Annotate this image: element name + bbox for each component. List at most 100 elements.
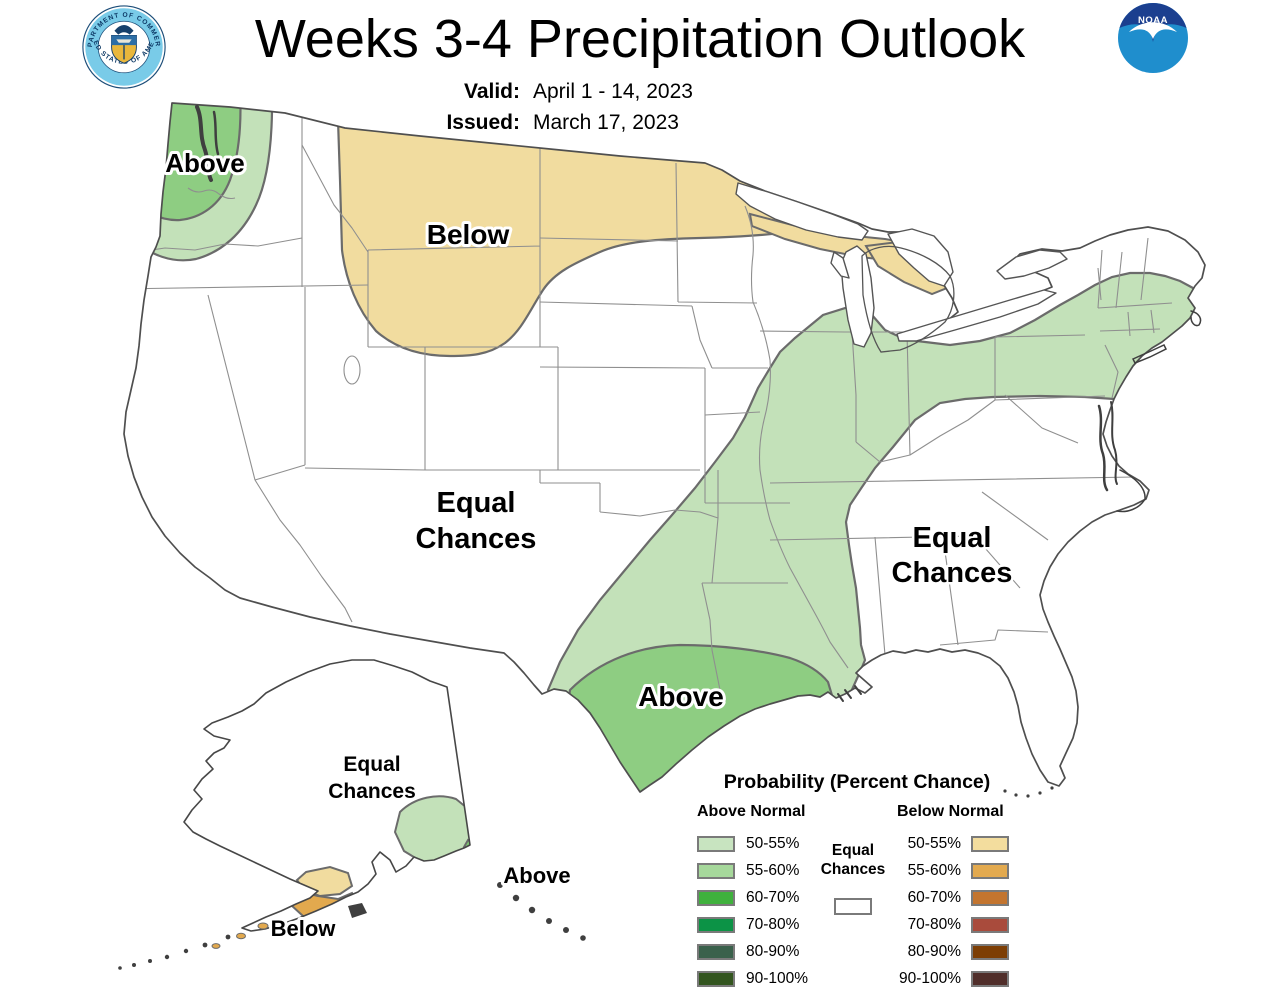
region-alaska-panhandle-above [462,838,470,931]
legend-row: 90-100% [897,965,1009,989]
legend-range-label: 55-60% [907,861,961,879]
green-bay [830,251,850,279]
region-alaska-southcentral-above [393,795,470,864]
noaa-logo-text: NOAA [1138,15,1168,26]
legend-below-rows: 50-55% 55-60% 60-70% 70-80% 80-90% 90-100% [897,830,1009,989]
florida-keys [1003,786,1054,798]
valid-issued-block: Valid: April 1 - 14, 2023 Issued: March … [300,76,840,138]
lake-huron [887,228,954,287]
noaa-seagull-icon [1129,22,1177,39]
region-alaska-peninsula-below-50-55 [295,865,354,898]
label-central-equal-2: Chances [416,523,537,555]
label-gulf-above: Above [638,681,724,712]
legend-equal-line-1: Equal [831,842,875,859]
legend-equal-chances: Equal Chances [815,841,891,915]
michigan-lower-outline [861,245,955,353]
legend-below-normal-column: Below Normal 50-55% 55-60% 60-70% 70-80% 80-… [897,803,1009,989]
outer-banks [1116,469,1146,513]
panhandle-islands [497,882,586,941]
legend-above-heading: Above Normal [697,803,806,820]
label-southeast-equal-2: Chances [892,557,1013,589]
chesapeake-bay [1097,404,1109,492]
legend-range-label: 60-70% [907,888,961,906]
kodiak-island [348,903,367,918]
legend-row: 80-90% [897,938,1009,965]
legend-swatch [971,835,1009,852]
noaa-logo: NOAA [1118,3,1188,73]
label-alaska-above: Above [503,863,570,888]
legend-range-label: 50-55% [907,834,961,852]
legend-range-label: 55-60% [746,861,800,879]
legend-range-label: 80-90% [907,942,961,960]
label-southeast-equal-1: Equal [913,522,992,554]
legend-row: 70-80% [697,911,808,938]
legend-swatch [971,970,1009,987]
legend-swatch [697,943,735,960]
puget-sound-inlet [212,110,220,156]
legend-above-normal-column: Above Normal 50-55% 55-60% 60-70% 70-80% 80-… [697,803,808,989]
legend-equal-chances-swatch [834,898,872,915]
long-island [1131,344,1168,364]
cape-cod [1190,310,1202,327]
probability-legend: Probability (Percent Chance) Above Norma… [683,765,1031,989]
legend-row: 70-80% [897,911,1009,938]
seal-eagle-icon [114,25,134,35]
label-pnw-above: Above [165,148,244,178]
legend-row: 60-70% [697,884,808,911]
legend-row: 60-70% [897,884,1009,911]
lake-superior [735,182,869,241]
legend-range-label: 60-70% [746,888,800,906]
department-of-commerce-seal: DEPARTMENT OF COMMERCE UNITED STATES OF … [82,5,166,89]
aleutian-islands [118,934,231,970]
legend-swatch [971,916,1009,933]
legend-swatch [971,943,1009,960]
legend-row: 90-100% [697,965,808,989]
issued-date: March 17, 2023 [533,111,679,134]
legend-below-heading: Below Normal [897,803,1004,820]
legend-row: 55-60% [897,857,1009,884]
coastline-details [195,105,1202,702]
legend-swatch [697,889,735,906]
label-alaska-below: Below [271,916,337,941]
legend-above-rows: 50-55% 55-60% 60-70% 70-80% 80-90% 90-100% [697,830,808,989]
valid-label: Valid: [463,80,520,103]
great-salt-lake [343,355,361,385]
legend-row: 55-60% [697,857,808,884]
legend-swatch [697,916,735,933]
label-central-equal-1: Equal [437,487,516,519]
legend-swatch [697,862,735,879]
lake-michigan [840,245,875,348]
legend-title: Probability (Percent Chance) [723,771,991,793]
legend-swatch [971,862,1009,879]
puget-sound [195,105,213,182]
legend-row: 80-90% [697,938,808,965]
legend-swatch [971,889,1009,906]
legend-equal-line-2: Chances [820,861,886,878]
issued-row: Issued: March 17, 2023 [300,107,840,138]
valid-row: Valid: April 1 - 14, 2023 [300,76,840,107]
label-plains-below: Below [427,219,510,250]
legend-range-label: 70-80% [746,915,800,933]
legend-swatch [697,835,735,852]
alaska-islands [118,882,586,970]
lake-ontario [996,249,1068,280]
label-alaska-equal-2: Chances [328,780,416,803]
legend-row: 50-55% [897,830,1009,857]
seal-ship-icon [116,39,132,43]
legend-range-label: 70-80% [907,915,961,933]
legend-swatch [697,970,735,987]
mississippi-delta [837,685,862,702]
page-title: Weeks 3-4 Precipitation Outlook [254,9,1026,69]
legend-row: 50-55% [697,830,808,857]
issued-label: Issued: [446,111,520,134]
delmarva-coast [1110,401,1118,485]
label-alaska-equal-1: Equal [343,753,400,776]
valid-date: April 1 - 14, 2023 [533,80,693,103]
legend-range-label: 90-100% [746,969,809,987]
legend-range-label: 90-100% [898,969,961,987]
legend-range-label: 80-90% [746,942,800,960]
legend-range-label: 50-55% [746,834,800,852]
aleutian-orange-islands [211,922,269,949]
